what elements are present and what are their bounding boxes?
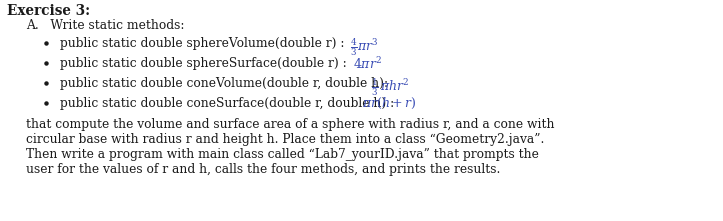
Text: that compute the volume and surface area of a sphere with radius r, and a cone w: that compute the volume and surface area… — [26, 118, 555, 131]
Text: public static double coneSurface(double r, double h) :: public static double coneSurface(double … — [60, 97, 394, 110]
Text: public static double sphereVolume(double r) :: public static double sphereVolume(double… — [60, 37, 344, 50]
Text: Exercise 3:: Exercise 3: — [7, 4, 90, 18]
Text: $\frac{4}{3}\pi r^3$: $\frac{4}{3}\pi r^3$ — [350, 36, 379, 58]
Text: circular base with radius r and height h. Place them into a class “Geometry2.jav: circular base with radius r and height h… — [26, 133, 544, 146]
Text: $\frac{1}{3}\,\pi h r^2$: $\frac{1}{3}\,\pi h r^2$ — [371, 76, 410, 98]
Text: Then write a program with main class called “Lab7_yourID.java” that prompts the: Then write a program with main class cal… — [26, 148, 539, 161]
Text: public static double sphereSurface(double r) :: public static double sphereSurface(doubl… — [60, 57, 347, 70]
Text: user for the values of r and h, calls the four methods, and prints the results.: user for the values of r and h, calls th… — [26, 163, 500, 176]
Text: public static double coneVolume(double r, double h):: public static double coneVolume(double r… — [60, 77, 388, 90]
Text: $4\pi r^2$: $4\pi r^2$ — [353, 56, 382, 72]
Text: A.   Write static methods:: A. Write static methods: — [26, 19, 184, 32]
Text: $\pi r(h+r)$: $\pi r(h+r)$ — [362, 96, 416, 111]
